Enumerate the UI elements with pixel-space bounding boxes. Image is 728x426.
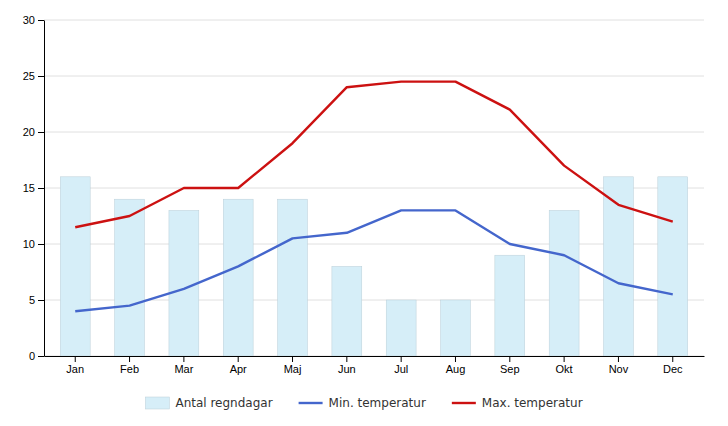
x-tick-mark [401,356,402,362]
bar [386,300,416,356]
y-tick-mark [38,20,44,21]
x-tick-label: Aug [446,363,466,375]
x-tick-mark [183,356,184,362]
x-tick-label: Jul [394,363,408,375]
grid-line [44,76,704,77]
marks [60,82,687,356]
x-tick-label: Mar [174,363,193,375]
line [75,210,673,311]
x-tick: Sep [500,356,520,375]
legend-swatch [145,397,169,409]
x-tick-label: Dec [663,363,683,375]
x-tick: Nov [609,356,629,375]
y-tick-mark [38,132,44,133]
x-tick-label: Jan [66,363,84,375]
bar [658,177,688,356]
y-tick-label: 5 [29,294,35,306]
bar [60,177,90,356]
y-tick: 5 [29,294,44,306]
y-tick-mark [38,76,44,77]
bar [332,266,362,356]
y-tick: 30 [23,14,44,26]
legend-label: Min. temperatur [329,396,426,410]
bar [223,199,253,356]
x-tick-mark [455,356,456,362]
legend-item: Antal regndagar [145,396,272,410]
y-axis-line [44,21,45,357]
x-tick-label: Apr [230,363,247,375]
x-tick: Jan [66,356,84,375]
x-tick: Mar [174,356,193,375]
x-tick: Okt [556,356,573,375]
y-tick-mark [38,356,44,357]
y-tick-label: 15 [23,182,35,194]
x-tick: Maj [284,356,302,375]
grid-line [44,20,704,21]
legend-swatch [299,402,323,404]
legend-item: Min. temperatur [299,396,426,410]
y-tick-label: 10 [23,238,35,250]
grid [44,20,704,356]
y-tick-mark [38,300,44,301]
y-tick-mark [38,188,44,189]
y-tick-mark [38,244,44,245]
legend: Antal regndagar Min. temperatur Max. tempe… [145,396,582,410]
y-tick-label: 20 [23,126,35,138]
x-tick-label: Sep [500,363,520,375]
grid-line [44,132,704,133]
x-tick-label: Jun [338,363,356,375]
x-tick-mark [509,356,510,362]
x-tick-label: Okt [556,363,573,375]
bar [441,300,471,356]
x-tick-label: Maj [284,363,302,375]
x-tick-mark [129,356,130,362]
x-tick-label: Nov [609,363,629,375]
y-tick: 10 [23,238,44,250]
x-tick: Jun [338,356,356,375]
legend-item: Max. temperatur [452,396,583,410]
bar [278,199,308,356]
x-tick-mark [238,356,239,362]
y-tick: 0 [29,350,44,362]
y-tick: 20 [23,126,44,138]
y-tick: 15 [23,182,44,194]
x-tick: Aug [446,356,466,375]
x-axis-line [45,356,705,357]
bar [115,199,145,356]
x-tick-mark [672,356,673,362]
x-tick-label: Feb [120,363,139,375]
y-tick-label: 0 [29,350,35,362]
x-tick-mark [618,356,619,362]
y-tick-label: 25 [23,70,35,82]
x-tick: Dec [663,356,683,375]
plot: Jan Feb Mar Apr Maj Jun Jul Aug Sep Okt Nov Dec 0 5 10… [23,14,705,375]
bar [495,255,525,356]
x-tick-mark [564,356,565,362]
legend-label: Max. temperatur [482,396,583,410]
x-tick-mark [292,356,293,362]
bar [549,210,579,356]
legend-swatch [452,402,476,404]
y-tick-label: 30 [23,14,35,26]
x-tick-mark [346,356,347,362]
line [75,82,673,228]
x-tick-mark [75,356,76,362]
x-tick: Feb [120,356,139,375]
x-tick: Jul [394,356,408,375]
legend-label: Antal regndagar [175,396,272,410]
y-tick: 25 [23,70,44,82]
x-tick: Apr [230,356,247,375]
chart: Jan Feb Mar Apr Maj Jun Jul Aug Sep Okt Nov Dec 0 5 10… [0,0,728,426]
y-axis: 0 5 10 15 20 25 30 [23,14,45,362]
x-axis: Jan Feb Mar Apr Maj Jun Jul Aug Sep Okt Nov Dec [45,356,705,375]
